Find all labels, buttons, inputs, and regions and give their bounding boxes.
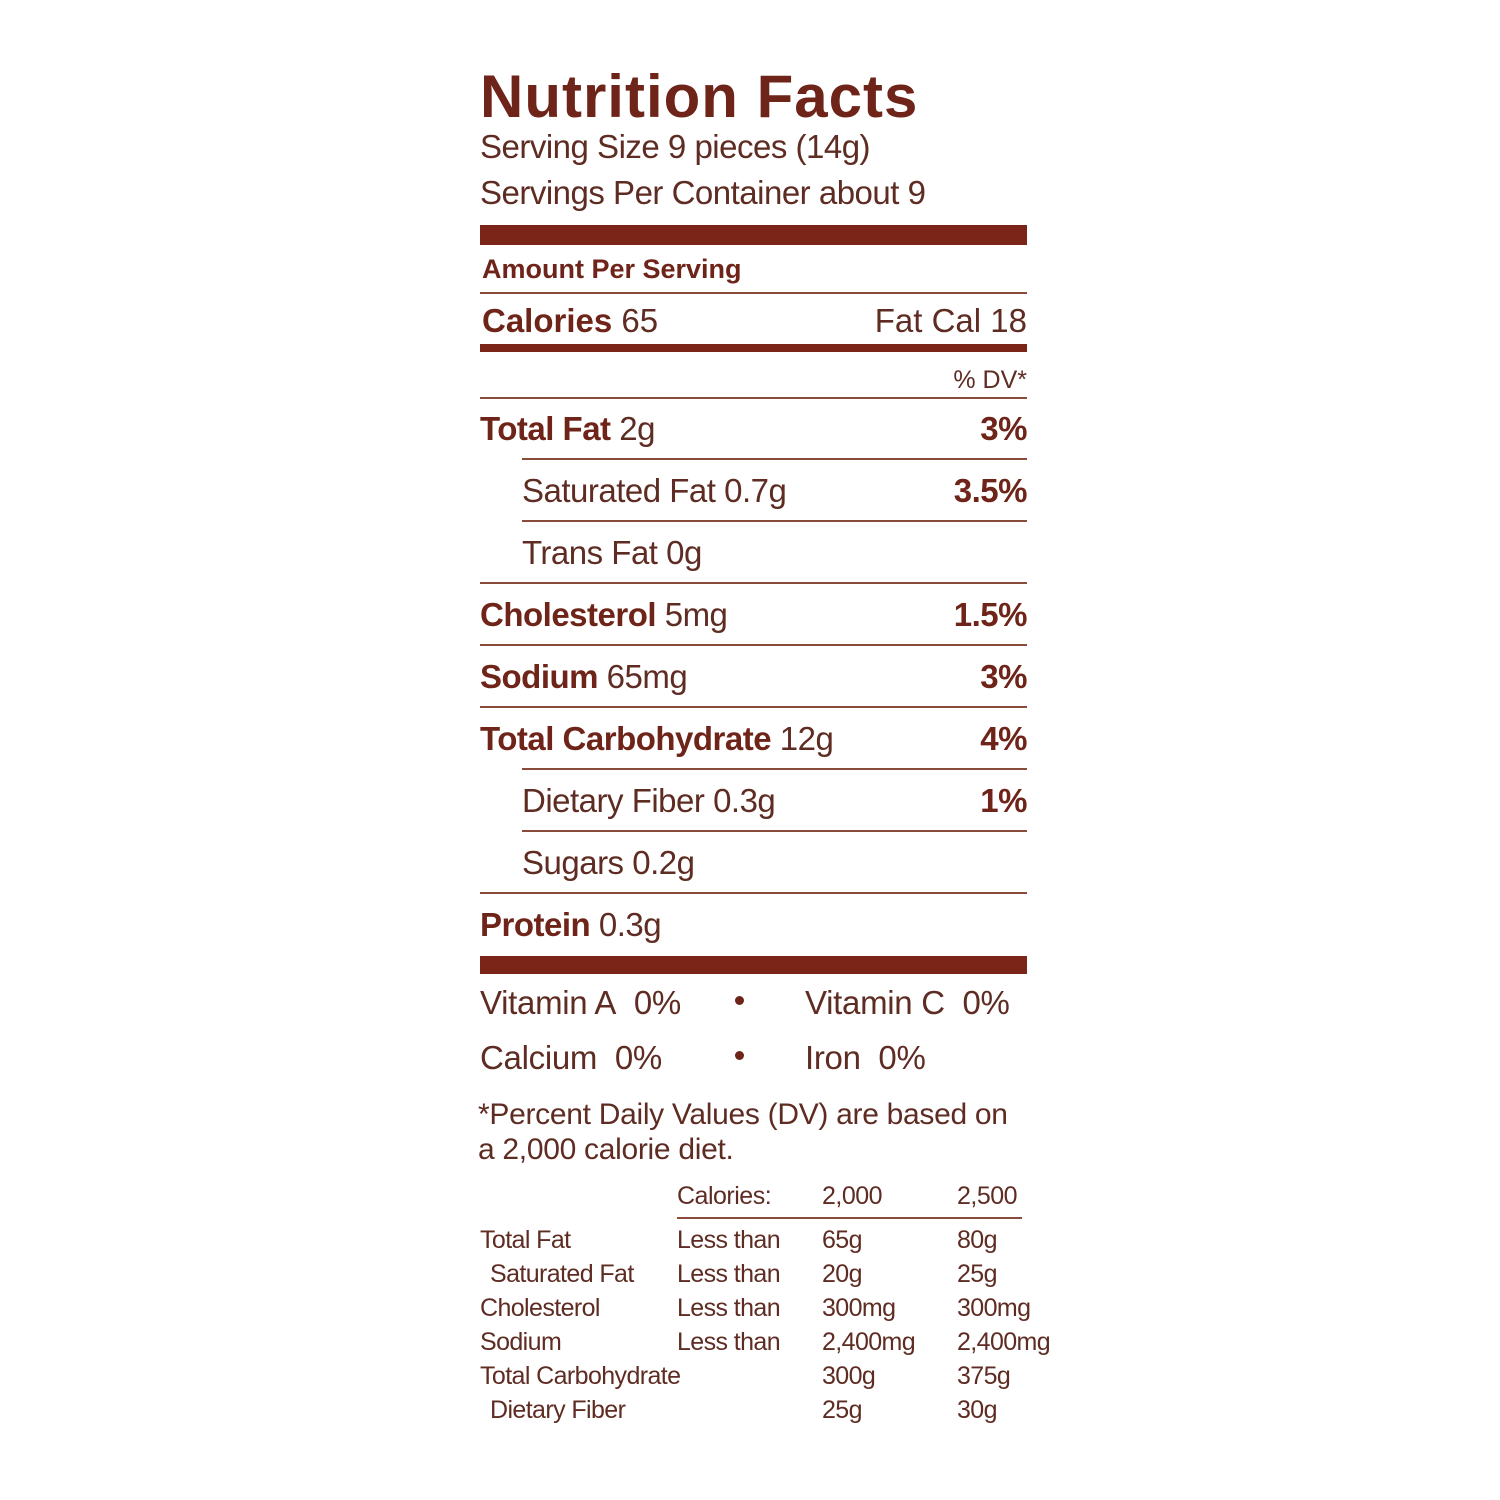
- nutrient-dv: 1%: [980, 782, 1027, 819]
- thick-rule: [480, 956, 1027, 974]
- amount-header: Amount Per Serving: [482, 254, 742, 284]
- table-name: Total Carbohydrate: [480, 1362, 681, 1390]
- nutrient-amount: 5mg: [664, 596, 728, 633]
- nutrient-amount: 0g: [666, 534, 702, 571]
- calories-row: Calories 65: [482, 302, 658, 340]
- nutrient-dv: 3.5%: [953, 472, 1028, 509]
- table-value: 2,400mg: [957, 1328, 1051, 1356]
- vitamin-dv: 0%: [962, 984, 1010, 1021]
- rule: [480, 582, 1027, 584]
- nutrient-row: Dietary Fiber 0.3g 1%: [522, 770, 1027, 832]
- table-limit: Less than: [677, 1328, 781, 1356]
- vitamin-name: Iron: [805, 1039, 861, 1076]
- table-value: 80g: [957, 1226, 998, 1254]
- nutrient-row: Protein 0.3g: [480, 894, 1027, 956]
- vitamin-dv: 0%: [633, 984, 681, 1021]
- nutrient-amount: 12g: [779, 720, 834, 757]
- nutrient-amount: 2g: [619, 410, 655, 447]
- table-limit: Less than: [677, 1294, 781, 1322]
- table-limit: Less than: [677, 1226, 781, 1254]
- table-value: 2,400mg: [822, 1328, 916, 1356]
- nutrient-dv: 3%: [980, 410, 1027, 447]
- nutrient-amount: 0.3g: [598, 906, 662, 943]
- vitamin-dv: 0%: [614, 1039, 662, 1076]
- vitamin: Vitamin A 0%: [480, 984, 681, 1022]
- nutrient-row: Total Fat 2g 3%: [480, 398, 1027, 460]
- nutrient-label: Sodium: [480, 658, 599, 695]
- nutrient-label: Sugars: [522, 844, 624, 881]
- servings-per-container: Servings Per Container about 9: [480, 174, 926, 211]
- rule: [480, 397, 1027, 399]
- thick-rule: [480, 225, 1027, 245]
- table-header: 2,000: [822, 1182, 883, 1210]
- table-value: 300mg: [822, 1294, 896, 1322]
- bullet: [735, 996, 744, 1005]
- table-value: 300g: [822, 1362, 876, 1390]
- nutrient-row: Sodium 65mg 3%: [480, 646, 1027, 708]
- rule: [480, 292, 1027, 294]
- nutrient-amount: 0.2g: [632, 844, 695, 881]
- table-value: 25g: [822, 1396, 863, 1424]
- nutrient-row: Cholesterol 5mg 1.5%: [480, 584, 1028, 646]
- nutrient-dv: 1.5%: [953, 596, 1028, 633]
- rule: [480, 706, 1027, 708]
- nutrient-amount: 0.7g: [724, 472, 787, 509]
- nutrient-amount: 0.3g: [713, 782, 776, 819]
- footnote: *Percent Daily Values (DV) are based on …: [478, 1098, 1008, 1166]
- bullet: [735, 1051, 744, 1060]
- serving-size: Serving Size 9 pieces (14g): [480, 128, 871, 165]
- nutrient-label: Total Fat: [480, 410, 611, 447]
- table-header: Calories:: [677, 1182, 772, 1210]
- table-name: Cholesterol: [480, 1294, 600, 1322]
- table-value: 300mg: [957, 1294, 1031, 1322]
- nutrient-row: Total Carbohydrate 12g 4%: [480, 708, 1027, 770]
- calories-label: Calories: [482, 302, 613, 339]
- nutrient-amount: 65mg: [606, 658, 688, 695]
- nutrient-label: Saturated Fat: [522, 472, 716, 509]
- rule: [522, 520, 1027, 522]
- nutrient-label: Trans Fat: [522, 534, 658, 571]
- nutrient-row: Saturated Fat 0.7g 3.5%: [522, 460, 1028, 522]
- nutrient-label: Total Carbohydrate: [480, 720, 772, 757]
- vitamin-name: Vitamin A: [480, 984, 617, 1021]
- table-header: 2,500: [957, 1182, 1018, 1210]
- medium-rule: [480, 344, 1027, 352]
- nutrient-dv: 3%: [980, 658, 1027, 695]
- rule: [522, 830, 1027, 832]
- table-name: Sodium: [480, 1328, 562, 1356]
- vitamin-name: Calcium: [480, 1039, 598, 1076]
- rule: [480, 892, 1027, 894]
- nutrient-label: Cholesterol: [480, 596, 657, 633]
- calories-value: 65: [621, 302, 659, 339]
- table-value: 25g: [957, 1260, 998, 1288]
- vitamin: Calcium 0%: [480, 1039, 662, 1077]
- nutrient-label: Dietary Fiber: [522, 782, 705, 819]
- table-value: 65g: [822, 1226, 863, 1254]
- table-name: Total Fat: [480, 1226, 571, 1254]
- table-value: 30g: [957, 1396, 998, 1424]
- dv-header: % DV*: [953, 366, 1027, 394]
- vitamin: Vitamin C 0%: [805, 984, 1010, 1022]
- vitamin: Iron 0%: [805, 1039, 926, 1077]
- rule: [677, 1217, 1022, 1219]
- nutrient-row: Trans Fat 0g: [522, 522, 1027, 584]
- rule: [522, 458, 1027, 460]
- rule: [522, 768, 1027, 770]
- vitamin-name: Vitamin C: [805, 984, 945, 1021]
- title: Nutrition Facts: [480, 63, 919, 130]
- fat-calories: Fat Cal 18: [874, 302, 1027, 339]
- table-name: Saturated Fat: [490, 1260, 634, 1288]
- rule: [480, 644, 1027, 646]
- nutrient-dv: 4%: [980, 720, 1027, 757]
- table-name: Dietary Fiber: [490, 1396, 626, 1424]
- vitamin-dv: 0%: [878, 1039, 926, 1076]
- table-limit: Less than: [677, 1260, 781, 1288]
- nutrient-row: Sugars 0.2g: [522, 832, 1027, 894]
- table-value: 375g: [957, 1362, 1011, 1390]
- nutrient-label: Protein: [480, 906, 591, 943]
- table-value: 20g: [822, 1260, 863, 1288]
